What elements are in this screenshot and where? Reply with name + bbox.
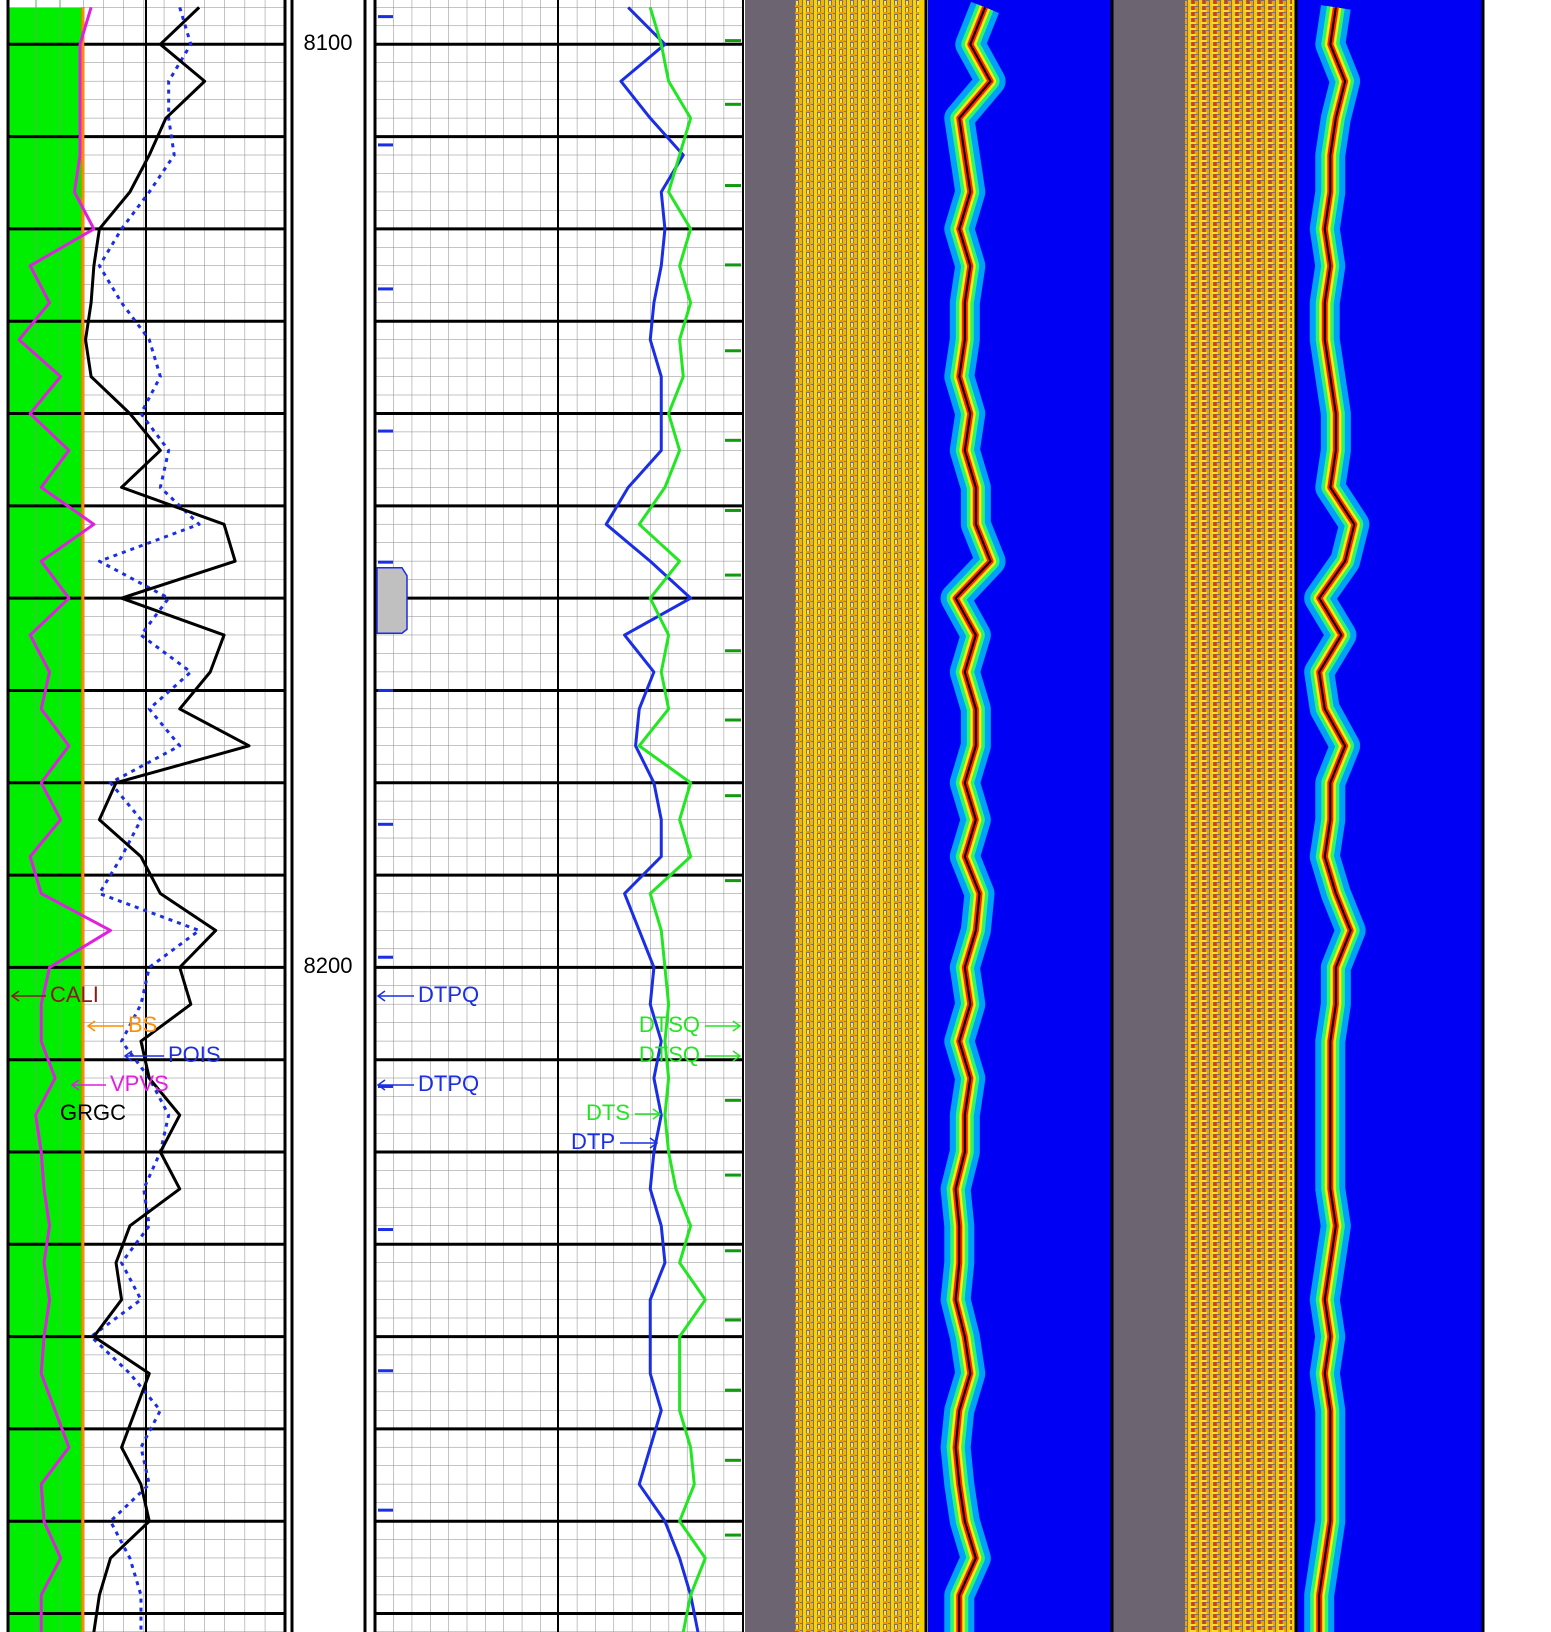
- track-frames: [8, 0, 1482, 1632]
- curve: [84, 6, 251, 1632]
- flag-block: [376, 566, 408, 634]
- curve: [1318, 7, 1356, 1632]
- curve-label: BS: [128, 1012, 157, 1037]
- curve-label: CALI: [50, 982, 99, 1007]
- curve-label: GRGC: [60, 1100, 126, 1125]
- curve: [954, 7, 992, 1632]
- curve: [17, 6, 112, 1632]
- curve-label: DTP: [571, 1129, 615, 1154]
- curve-label: DTPQ: [418, 1071, 479, 1096]
- curve: [89, 6, 201, 1632]
- curve-label: DTSQ: [639, 1042, 700, 1067]
- curve-label: POIS: [168, 1042, 221, 1067]
- label-arrowhead: [732, 1020, 742, 1032]
- depth-label: 8200: [304, 953, 353, 978]
- label-arrowhead: [10, 990, 20, 1002]
- label-arrowhead: [86, 1020, 96, 1032]
- borders: [6, 0, 1485, 1632]
- curve: [637, 6, 707, 1632]
- curve-label: DTSQ: [639, 1012, 700, 1037]
- label-arrowhead: [70, 1079, 80, 1091]
- curve: [604, 6, 700, 1632]
- curves: [17, 1, 1370, 1632]
- labels: 8100 8200 CALI BS POIS VPVS GRGC DTPQ DTSQ DTSQ DT…: [10, 30, 742, 1154]
- label-arrowhead: [652, 1108, 662, 1120]
- label-arrowhead: [732, 1050, 742, 1062]
- label-arrowhead: [376, 1079, 386, 1091]
- curve-label: DTS: [586, 1100, 630, 1125]
- label-arrowhead: [649, 1137, 659, 1149]
- curve-label: VPVS: [110, 1071, 169, 1096]
- label-arrowhead: [376, 990, 386, 1002]
- depth-label: 8100: [304, 30, 353, 55]
- curve-label: DTPQ: [418, 982, 479, 1007]
- label-arrowhead: [123, 1050, 133, 1062]
